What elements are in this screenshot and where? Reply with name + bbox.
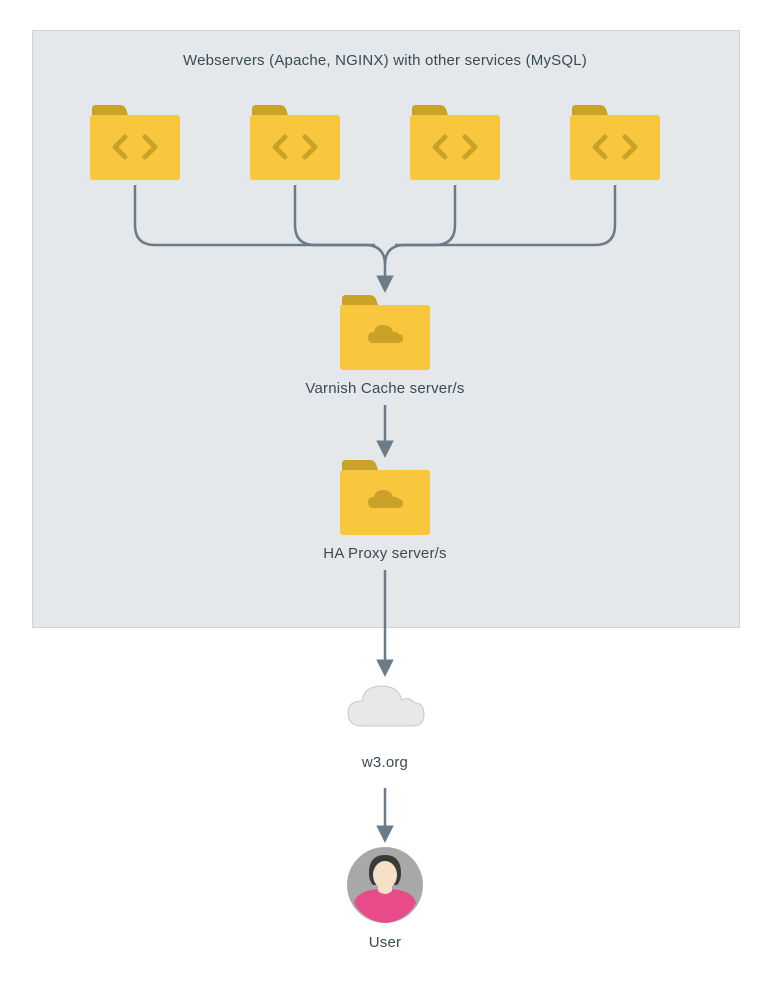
webservers-label: Webservers (Apache, NGINX) with other se…: [0, 52, 770, 69]
varnish-label: Varnish Cache server/s: [0, 380, 770, 397]
user-label: User: [0, 934, 770, 951]
varnish-folder-icon: [340, 295, 430, 370]
webserver-folder-1: [90, 105, 180, 180]
webserver-folder-3: [410, 105, 500, 180]
haproxy-label: HA Proxy server/s: [0, 545, 770, 562]
webserver-folder-2: [250, 105, 340, 180]
internet-label: w3.org: [0, 754, 770, 771]
haproxy-folder-icon: [340, 460, 430, 535]
webserver-folder-4: [570, 105, 660, 180]
user-icon: [345, 845, 425, 930]
internet-cloud-icon: [340, 678, 430, 743]
